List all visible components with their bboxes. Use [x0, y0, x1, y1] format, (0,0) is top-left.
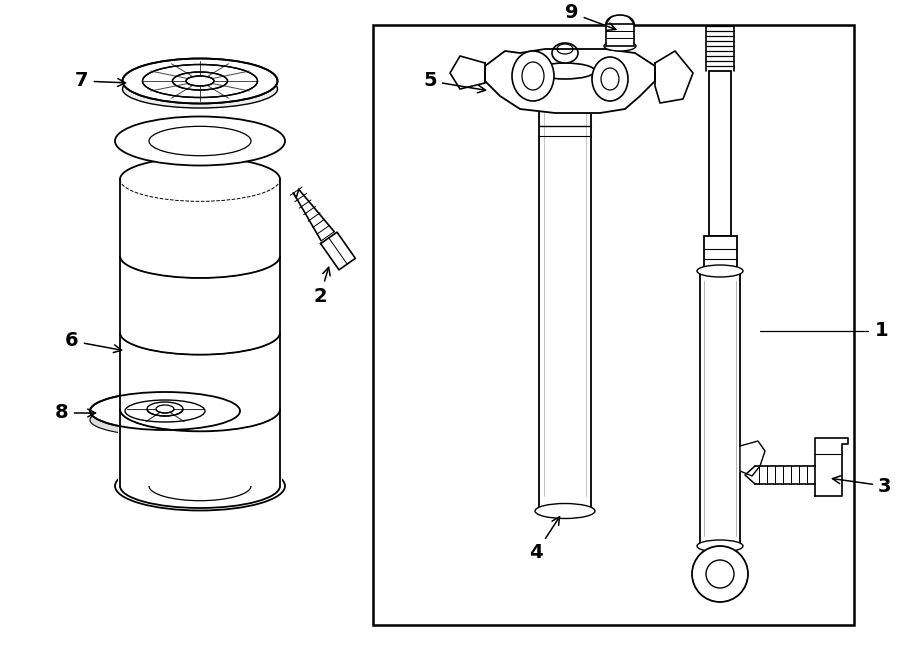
Polygon shape	[292, 189, 334, 241]
Bar	[704, 236, 737, 271]
Text: 6: 6	[65, 332, 122, 352]
Ellipse shape	[115, 116, 285, 165]
Bar	[118, 179, 282, 256]
Text: 3: 3	[832, 476, 892, 496]
Ellipse shape	[522, 62, 544, 90]
Ellipse shape	[552, 43, 578, 63]
Ellipse shape	[592, 57, 628, 101]
Polygon shape	[655, 51, 693, 103]
Polygon shape	[815, 438, 848, 496]
Bar	[373, 25, 854, 625]
Ellipse shape	[557, 44, 573, 54]
Ellipse shape	[90, 404, 240, 436]
Polygon shape	[745, 466, 755, 484]
Text: 7: 7	[76, 71, 125, 91]
Ellipse shape	[122, 59, 277, 104]
Ellipse shape	[604, 41, 636, 51]
Text: 9: 9	[565, 3, 616, 30]
Ellipse shape	[115, 461, 285, 510]
Ellipse shape	[706, 560, 734, 588]
Ellipse shape	[512, 51, 554, 101]
Text: 8: 8	[55, 403, 95, 422]
Ellipse shape	[535, 504, 595, 518]
Bar	[118, 332, 282, 409]
Ellipse shape	[122, 70, 277, 108]
Ellipse shape	[697, 265, 743, 277]
Bar	[118, 256, 282, 332]
Bar	[539, 71, 591, 511]
Ellipse shape	[90, 392, 240, 430]
Bar	[606, 24, 634, 46]
Ellipse shape	[601, 68, 619, 90]
Ellipse shape	[692, 546, 748, 602]
Ellipse shape	[186, 76, 214, 86]
Ellipse shape	[142, 65, 257, 98]
Ellipse shape	[149, 471, 251, 500]
Text: 1: 1	[875, 321, 888, 340]
Polygon shape	[485, 49, 655, 113]
Ellipse shape	[697, 540, 743, 552]
Polygon shape	[450, 56, 485, 89]
Ellipse shape	[156, 405, 174, 413]
Ellipse shape	[125, 400, 205, 422]
Text: 5: 5	[423, 71, 486, 93]
Ellipse shape	[173, 72, 228, 90]
Bar	[709, 71, 731, 236]
Text: 4: 4	[529, 517, 560, 563]
Ellipse shape	[149, 126, 251, 156]
Text: 2: 2	[313, 267, 330, 305]
Ellipse shape	[535, 63, 595, 79]
Polygon shape	[320, 232, 356, 270]
Ellipse shape	[147, 402, 183, 416]
Bar	[118, 409, 282, 486]
Polygon shape	[740, 441, 765, 476]
Bar	[700, 271, 740, 546]
